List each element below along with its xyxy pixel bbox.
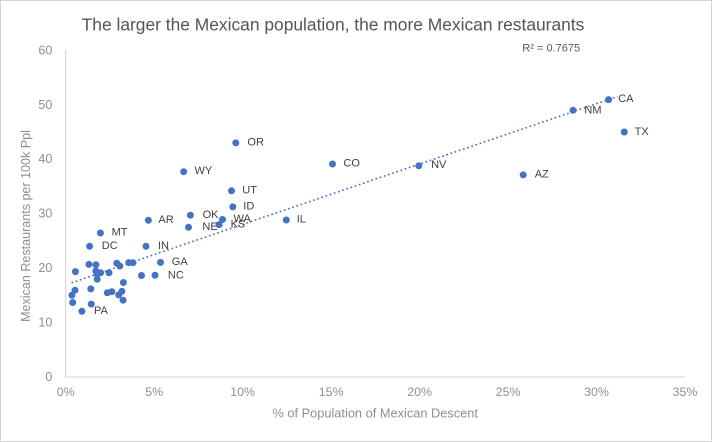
svg-text:NV: NV bbox=[431, 159, 447, 171]
svg-text:15%: 15% bbox=[319, 385, 344, 399]
svg-text:AR: AR bbox=[158, 214, 173, 226]
svg-text:25%: 25% bbox=[496, 385, 521, 399]
svg-text:AZ: AZ bbox=[535, 169, 549, 181]
svg-text:NM: NM bbox=[584, 105, 601, 117]
svg-text:35%: 35% bbox=[673, 385, 698, 399]
svg-text:OR: OR bbox=[247, 137, 264, 149]
svg-text:UT: UT bbox=[242, 184, 257, 196]
svg-text:MT: MT bbox=[112, 227, 128, 239]
svg-text:GA: GA bbox=[172, 256, 189, 268]
svg-text:OK: OK bbox=[203, 209, 220, 221]
svg-text:IN: IN bbox=[158, 240, 169, 252]
svg-text:0%: 0% bbox=[57, 385, 75, 399]
svg-text:60: 60 bbox=[38, 43, 52, 57]
svg-text:10: 10 bbox=[38, 316, 52, 330]
svg-text:KS: KS bbox=[231, 218, 246, 230]
svg-text:R² = 0.7675: R² = 0.7675 bbox=[522, 43, 580, 55]
svg-text:30: 30 bbox=[38, 207, 52, 221]
svg-text:40: 40 bbox=[38, 152, 52, 166]
svg-text:CA: CA bbox=[618, 93, 634, 105]
svg-text:WA: WA bbox=[234, 213, 252, 225]
svg-text:ID: ID bbox=[243, 200, 254, 212]
svg-text:DC: DC bbox=[102, 240, 118, 252]
svg-text:TX: TX bbox=[635, 126, 650, 138]
svg-text:IL: IL bbox=[297, 214, 306, 226]
svg-text:NE: NE bbox=[202, 221, 217, 233]
svg-text:5%: 5% bbox=[145, 385, 163, 399]
svg-text:CO: CO bbox=[343, 158, 360, 170]
svg-text:10%: 10% bbox=[230, 385, 255, 399]
svg-text:% of Population of Mexican Des: % of Population of Mexican Descent bbox=[272, 405, 478, 420]
svg-text:20%: 20% bbox=[407, 385, 432, 399]
svg-text:0: 0 bbox=[45, 370, 52, 384]
svg-text:20: 20 bbox=[38, 261, 52, 275]
svg-text:Mexican Restaurants per 100k P: Mexican Restaurants per 100k Ppl bbox=[19, 130, 33, 322]
svg-text:NC: NC bbox=[168, 269, 184, 281]
svg-text:50: 50 bbox=[38, 98, 52, 112]
svg-text:PA: PA bbox=[94, 305, 109, 317]
svg-text:30%: 30% bbox=[584, 385, 609, 399]
svg-text:WY: WY bbox=[195, 165, 213, 177]
svg-text:The larger the Mexican populat: The larger the Mexican population, the m… bbox=[82, 14, 585, 34]
